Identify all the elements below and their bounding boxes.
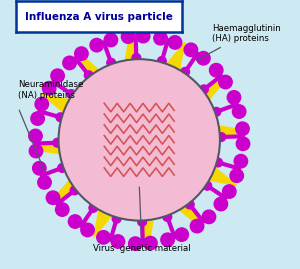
Polygon shape bbox=[165, 42, 185, 72]
Circle shape bbox=[33, 161, 46, 175]
Polygon shape bbox=[51, 178, 80, 201]
Circle shape bbox=[51, 69, 64, 82]
Circle shape bbox=[175, 228, 188, 241]
Text: Virus' genetic material: Virus' genetic material bbox=[93, 187, 191, 253]
Circle shape bbox=[184, 43, 198, 56]
Circle shape bbox=[163, 213, 172, 221]
Text: Haemagglutinin
(HA) proteins: Haemagglutinin (HA) proteins bbox=[196, 24, 280, 60]
Circle shape bbox=[42, 82, 56, 95]
Text: Neuraminidase
(NA) proteins: Neuraminidase (NA) proteins bbox=[18, 80, 84, 100]
Circle shape bbox=[75, 47, 88, 60]
Circle shape bbox=[136, 29, 150, 43]
Circle shape bbox=[234, 154, 247, 168]
Circle shape bbox=[84, 71, 93, 80]
Polygon shape bbox=[42, 94, 72, 114]
Polygon shape bbox=[139, 217, 154, 247]
Circle shape bbox=[81, 223, 94, 237]
Circle shape bbox=[58, 164, 67, 172]
Circle shape bbox=[38, 176, 51, 189]
Circle shape bbox=[217, 133, 226, 141]
Circle shape bbox=[214, 197, 228, 211]
Circle shape bbox=[212, 107, 221, 116]
Circle shape bbox=[214, 158, 223, 167]
Polygon shape bbox=[94, 207, 113, 238]
Circle shape bbox=[158, 57, 166, 65]
Circle shape bbox=[232, 105, 246, 118]
Circle shape bbox=[97, 231, 110, 244]
Polygon shape bbox=[32, 139, 62, 154]
Circle shape bbox=[68, 215, 82, 228]
Polygon shape bbox=[178, 199, 201, 228]
Circle shape bbox=[122, 30, 135, 43]
Circle shape bbox=[111, 235, 125, 248]
Circle shape bbox=[104, 33, 118, 47]
Circle shape bbox=[63, 56, 76, 70]
Circle shape bbox=[219, 75, 232, 89]
Circle shape bbox=[129, 237, 142, 250]
Circle shape bbox=[181, 68, 190, 76]
Circle shape bbox=[236, 122, 249, 136]
Circle shape bbox=[230, 169, 243, 182]
Circle shape bbox=[202, 210, 216, 224]
Circle shape bbox=[56, 203, 69, 216]
Polygon shape bbox=[125, 33, 140, 63]
Circle shape bbox=[58, 59, 220, 221]
Circle shape bbox=[29, 129, 42, 143]
Circle shape bbox=[236, 137, 250, 151]
Circle shape bbox=[197, 51, 210, 65]
Circle shape bbox=[200, 85, 208, 94]
Circle shape bbox=[90, 38, 104, 52]
Circle shape bbox=[112, 214, 121, 223]
Polygon shape bbox=[199, 78, 227, 101]
Circle shape bbox=[203, 181, 212, 190]
Circle shape bbox=[161, 233, 174, 246]
Circle shape bbox=[185, 200, 194, 209]
Circle shape bbox=[154, 31, 167, 45]
Circle shape bbox=[227, 91, 241, 104]
Circle shape bbox=[70, 186, 79, 195]
Circle shape bbox=[209, 63, 223, 77]
Circle shape bbox=[190, 220, 204, 233]
Polygon shape bbox=[207, 166, 237, 185]
Circle shape bbox=[132, 54, 141, 62]
Circle shape bbox=[168, 36, 182, 49]
Circle shape bbox=[89, 204, 98, 212]
Polygon shape bbox=[77, 52, 101, 80]
Circle shape bbox=[46, 191, 60, 204]
Circle shape bbox=[29, 144, 43, 158]
Circle shape bbox=[56, 113, 65, 122]
Circle shape bbox=[35, 97, 49, 111]
Circle shape bbox=[138, 218, 146, 226]
Circle shape bbox=[53, 138, 62, 147]
Circle shape bbox=[144, 236, 157, 250]
Polygon shape bbox=[216, 126, 246, 141]
Circle shape bbox=[107, 58, 116, 67]
Circle shape bbox=[223, 185, 236, 198]
Circle shape bbox=[31, 112, 44, 125]
Circle shape bbox=[67, 90, 76, 98]
